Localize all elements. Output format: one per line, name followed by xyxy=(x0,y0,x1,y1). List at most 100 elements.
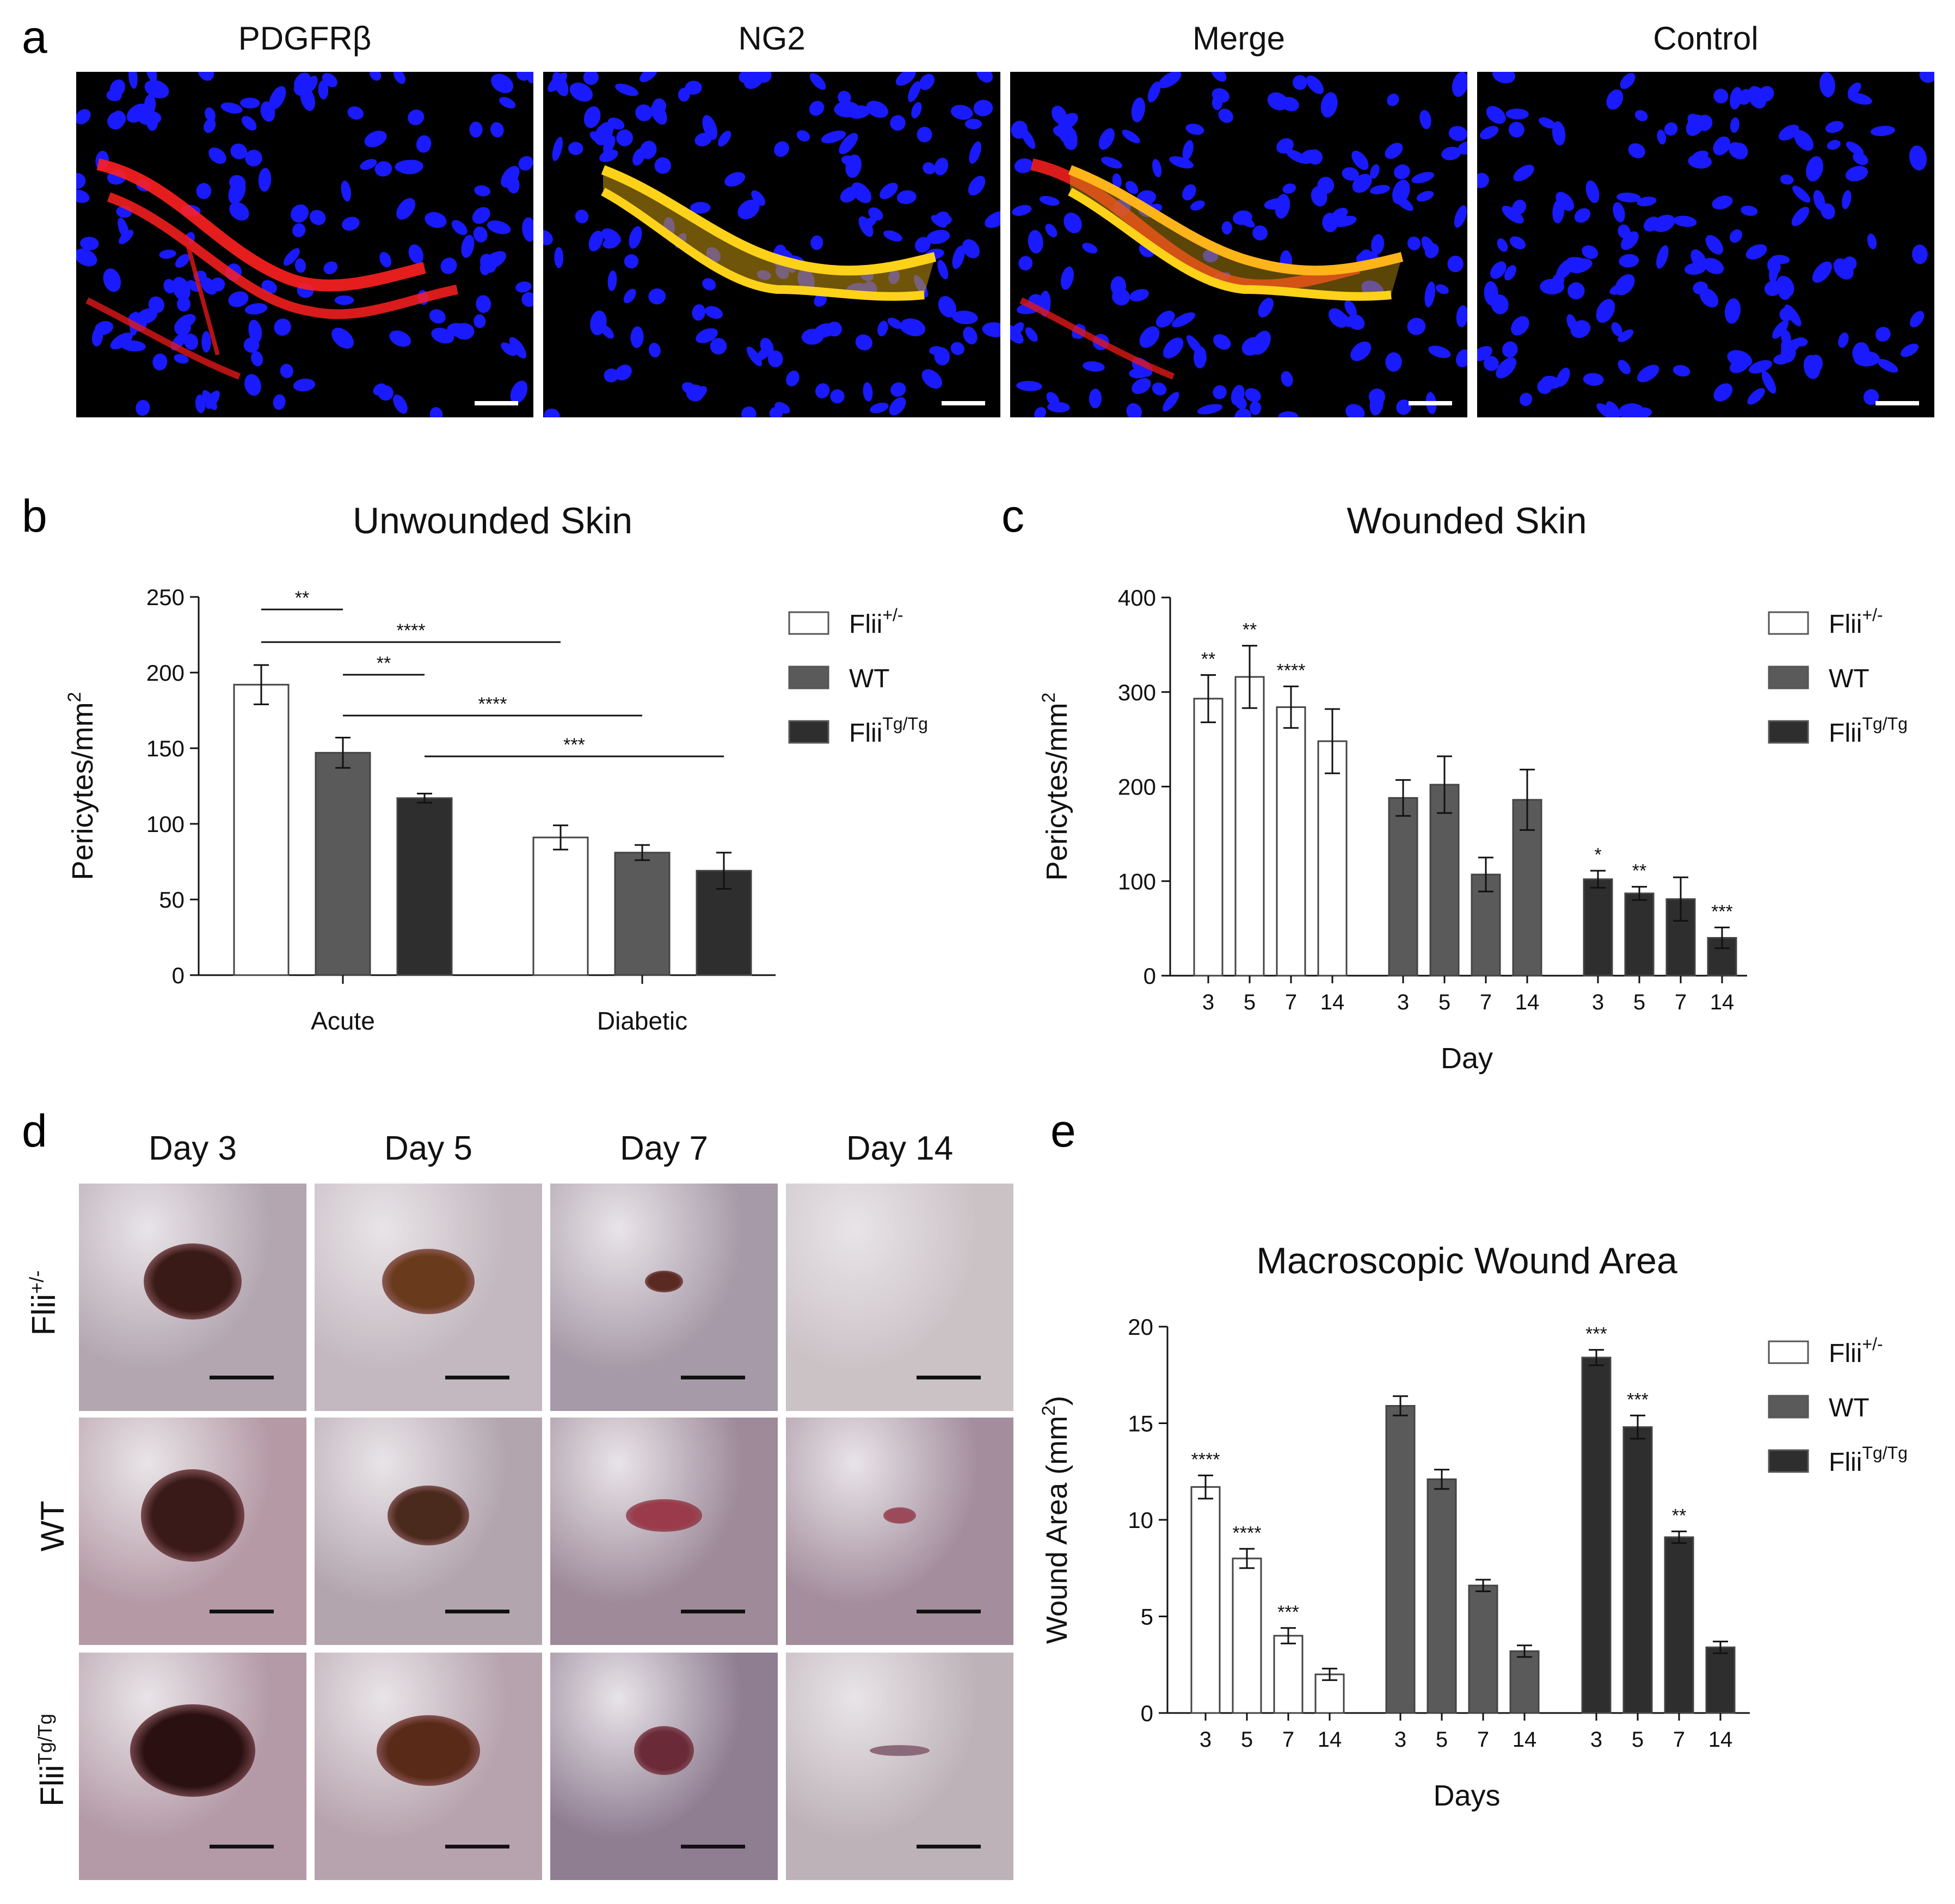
y-axis-title: Wound Area (mm2) xyxy=(1038,1396,1073,1644)
nucleus xyxy=(1182,184,1196,201)
nucleus xyxy=(973,100,993,116)
scale-bar xyxy=(917,1610,981,1613)
nucleus xyxy=(1618,329,1634,342)
nucleus xyxy=(379,252,392,268)
legend-label: WT xyxy=(1829,1394,1870,1422)
nucleus xyxy=(1231,385,1245,405)
legend-swatch xyxy=(788,666,829,689)
nucleus xyxy=(1585,180,1600,204)
nucleus xyxy=(1664,122,1678,136)
nucleus xyxy=(242,116,257,131)
scale-bar xyxy=(681,1610,745,1613)
y-tick-label: 5 xyxy=(1141,1604,1153,1630)
nucleus xyxy=(1747,388,1765,405)
scale-bar xyxy=(942,401,985,405)
nucleus xyxy=(91,327,103,347)
nucleus xyxy=(1770,255,1790,264)
nucleus xyxy=(1122,130,1140,144)
wound-scab xyxy=(144,1243,242,1320)
nuclei-layer xyxy=(76,72,533,417)
nucleus xyxy=(1505,108,1529,120)
nucleus xyxy=(159,249,176,259)
micro-title-ng2: NG2 xyxy=(738,20,806,57)
nucleus xyxy=(347,106,364,120)
scale-bar xyxy=(1409,401,1452,405)
nucleus xyxy=(1729,229,1743,243)
nucleus xyxy=(588,230,604,252)
nucleus xyxy=(76,172,86,189)
nucleus xyxy=(1552,121,1566,146)
nucleus xyxy=(963,326,978,344)
wound-scab xyxy=(377,1715,480,1786)
nucleus xyxy=(476,295,491,313)
x-tick-label: 3 xyxy=(1202,990,1214,1014)
nucleus xyxy=(786,371,800,387)
nucleus xyxy=(635,104,653,121)
bar xyxy=(1388,797,1418,977)
nucleus xyxy=(1058,123,1078,146)
micrograph-merge xyxy=(1010,72,1467,417)
y-tick-label: 0 xyxy=(1141,1700,1153,1726)
x-tick-label: 14 xyxy=(1318,1728,1342,1752)
nucleus xyxy=(76,189,90,203)
legend-label: FliiTg/Tg xyxy=(1829,714,1908,748)
nucleus xyxy=(877,321,888,337)
nucleus xyxy=(244,374,261,396)
legend-label: WT xyxy=(1829,664,1870,693)
nucleus xyxy=(938,295,956,318)
nucleus xyxy=(176,296,190,312)
nucleus xyxy=(1234,408,1251,417)
nucleus xyxy=(1877,359,1898,373)
significance-label: *** xyxy=(1711,901,1733,922)
legend-swatch xyxy=(1768,1395,1809,1419)
nucleus xyxy=(1169,156,1194,169)
nucleus xyxy=(552,72,569,96)
nucleus xyxy=(395,159,421,173)
nucleus xyxy=(1387,94,1399,107)
nucleus xyxy=(814,323,836,338)
nucleus xyxy=(204,118,216,133)
nucleus xyxy=(509,337,527,359)
bar xyxy=(1581,1357,1612,1714)
nucleus xyxy=(274,318,291,336)
nucleus xyxy=(895,72,916,86)
nucleus xyxy=(1448,126,1467,141)
nucleus xyxy=(615,364,632,381)
legend-label-base: WT xyxy=(1829,1394,1870,1422)
bar xyxy=(1232,1557,1262,1714)
nucleus xyxy=(1749,360,1773,374)
nucleus xyxy=(718,131,731,147)
nucleus xyxy=(269,86,286,110)
micro-title-merge: Merge xyxy=(1192,20,1286,57)
nucleus xyxy=(378,385,394,401)
nucleus xyxy=(1853,152,1868,165)
nucleus xyxy=(866,101,888,118)
nucleus xyxy=(855,334,872,350)
nucleus xyxy=(648,342,661,358)
y-tick-label: 10 xyxy=(1128,1507,1153,1533)
nucleus xyxy=(1158,72,1182,89)
bar xyxy=(532,836,589,976)
x-tick-label: 7 xyxy=(1282,1728,1294,1752)
nucleus xyxy=(163,279,175,294)
nucleus xyxy=(1730,117,1739,133)
nucleus xyxy=(1186,335,1203,355)
nucleus xyxy=(1317,176,1335,194)
nucleus xyxy=(501,166,520,188)
nucleus xyxy=(1901,343,1919,357)
nucleus xyxy=(1613,202,1625,223)
nucleus xyxy=(230,143,248,159)
legend-label-sup: Tg/Tg xyxy=(882,714,928,734)
nucleus xyxy=(1657,130,1667,145)
nucleus xyxy=(755,72,772,83)
nucleus xyxy=(1394,164,1410,180)
nucleus xyxy=(244,303,268,315)
nucleus xyxy=(1342,167,1359,181)
significance-label: *** xyxy=(563,735,585,755)
photo-col-title-day3: Day 3 xyxy=(149,1130,237,1167)
significance-label: *** xyxy=(1627,1389,1649,1410)
nucleus xyxy=(950,342,964,355)
y-tick-label: 20 xyxy=(1128,1314,1153,1340)
nucleus xyxy=(184,334,199,350)
nucleus xyxy=(152,353,168,371)
